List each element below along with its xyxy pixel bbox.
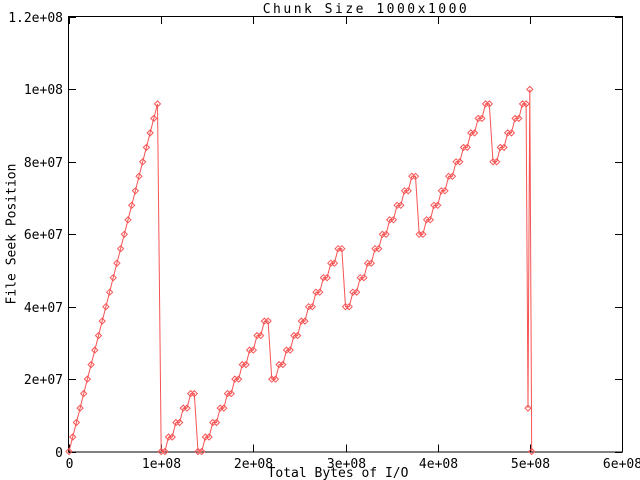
x-tick-label: 4e+08 [419,457,458,472]
y-tick-label: 2e+07 [24,373,63,388]
x-tick-label: 6e+08 [603,457,640,472]
plot-border [68,16,623,453]
y-tick-label: 4e+07 [24,301,63,316]
y-tick-label: 8e+07 [24,156,63,171]
y-tick-label: 1e+08 [24,83,63,98]
chart-title: Chunk Size 1000x1000 [262,2,470,17]
y-tick-label: 6e+07 [24,228,63,243]
data-series-line [68,89,533,452]
data-point-markers [65,85,536,456]
x-tick-label: 3e+08 [327,457,366,472]
x-tick-label: 2e+08 [234,457,273,472]
y-tick-label: 0 [55,446,63,461]
x-tick-label: 1e+08 [142,457,181,472]
y-tick-label: 1.2e+08 [8,11,63,26]
x-tick-label: 0 [66,457,74,472]
x-axis-title: Total Bytes of I/O [267,466,409,480]
x-tick-label: 5e+08 [511,457,550,472]
